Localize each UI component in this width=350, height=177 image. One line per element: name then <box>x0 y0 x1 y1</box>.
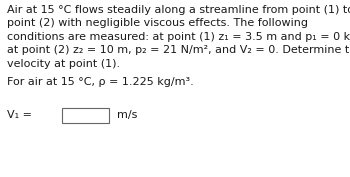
Text: at point (2) z₂ = 10 m, p₂ = 21 N/m², and V₂ = 0. Determine the: at point (2) z₂ = 10 m, p₂ = 21 N/m², an… <box>7 45 350 56</box>
FancyBboxPatch shape <box>62 107 109 122</box>
Text: m/s: m/s <box>117 110 138 120</box>
Text: velocity at point (1).: velocity at point (1). <box>7 59 120 69</box>
Text: point (2) with negligible viscous effects. The following: point (2) with negligible viscous effect… <box>7 19 308 28</box>
Text: V₁ =: V₁ = <box>7 110 32 120</box>
Text: conditions are measured: at point (1) z₁ = 3.5 m and p₁ = 0 kPa;: conditions are measured: at point (1) z₁… <box>7 32 350 42</box>
Text: For air at 15 °C, ρ = 1.225 kg/m³.: For air at 15 °C, ρ = 1.225 kg/m³. <box>7 77 194 87</box>
Text: Air at 15 °C flows steadily along a streamline from point (1) to: Air at 15 °C flows steadily along a stre… <box>7 5 350 15</box>
